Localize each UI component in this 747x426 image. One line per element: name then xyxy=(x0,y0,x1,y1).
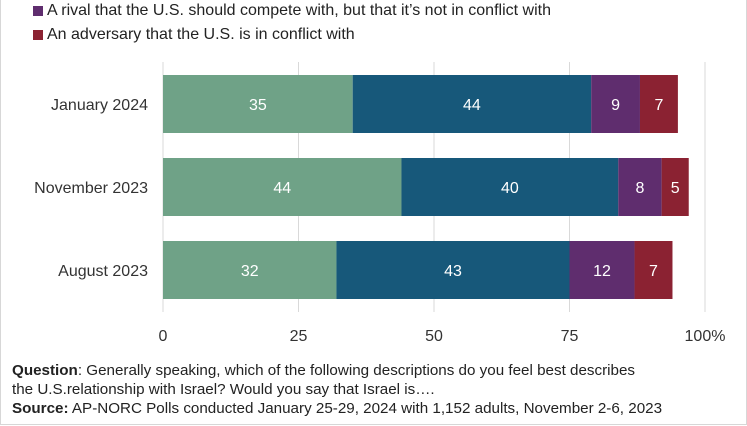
bar-segment xyxy=(569,241,635,299)
x-tick-label: 100% xyxy=(685,328,726,345)
bar-data-label: 43 xyxy=(444,263,462,280)
bar-segment xyxy=(336,241,570,299)
x-tick-label: 50 xyxy=(425,328,443,345)
bar-segment xyxy=(634,241,673,299)
bar-data-label: 44 xyxy=(273,180,291,197)
bar-data-label: 35 xyxy=(249,97,267,114)
bar-data-label: 32 xyxy=(241,263,259,280)
legend-label-adversary: An adversary that the U.S. is in conflic… xyxy=(47,26,355,43)
bar-data-label: 7 xyxy=(649,263,658,280)
bar-data-label: 12 xyxy=(593,263,611,280)
legend-swatch-adversary xyxy=(33,30,43,40)
source-text: AP-NORC Polls conducted January 25-29, 2… xyxy=(68,400,663,417)
bar-segment xyxy=(661,158,689,216)
bar-segment xyxy=(639,75,678,133)
bar-segment xyxy=(591,75,640,133)
category-label: January 2024 xyxy=(51,97,148,114)
bar-data-label: 8 xyxy=(636,180,645,197)
bar-data-label: 5 xyxy=(671,180,680,197)
legend-label-rival: A rival that the U.S. should compete wit… xyxy=(47,2,551,19)
bar-data-label: 40 xyxy=(501,180,519,197)
chart-footer: Question: Generally speaking, which of t… xyxy=(12,361,742,418)
bar-segment xyxy=(163,241,337,299)
category-label: November 2023 xyxy=(34,180,148,197)
bar-segment xyxy=(163,158,402,216)
question-line-1: Question: Generally speaking, which of t… xyxy=(12,361,742,380)
bar-data-label: 44 xyxy=(463,97,481,114)
question-line-2: the U.S.relationship with Israel? Would … xyxy=(12,381,435,398)
category-label: August 2023 xyxy=(58,263,148,280)
bar-data-label: 7 xyxy=(654,97,663,114)
x-tick-label: 25 xyxy=(290,328,308,345)
bar-segment xyxy=(618,158,662,216)
source-label: Source: xyxy=(12,400,69,417)
bar-segment xyxy=(401,158,619,216)
bar-data-label: 9 xyxy=(611,97,620,114)
bar-segment xyxy=(352,75,592,133)
source-line: Source: AP-NORC Polls conducted January … xyxy=(12,399,742,418)
question-text: : Generally speaking, which of the follo… xyxy=(77,362,636,379)
x-tick-label: 0 xyxy=(159,328,168,345)
bar-segment xyxy=(163,75,353,133)
question-label: Question xyxy=(12,362,78,379)
legend-swatch-rival xyxy=(33,6,43,16)
x-tick-label: 75 xyxy=(561,328,579,345)
